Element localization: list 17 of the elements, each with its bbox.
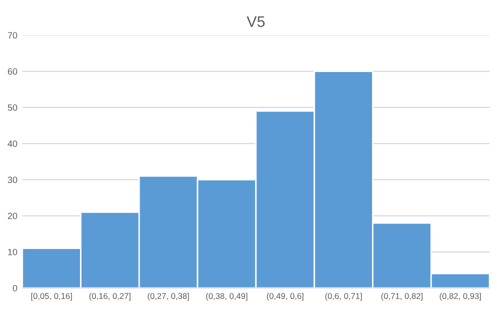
x-tick-label: (0,71, 0,82] <box>381 292 422 301</box>
x-tick-label: (0,49, 0,6] <box>266 292 304 301</box>
x-tick-label: [0,05, 0,16] <box>31 292 72 301</box>
y-tick-label: 30 <box>8 176 18 184</box>
x-tick-label: (0,27, 0,38] <box>148 292 189 301</box>
y-tick-label: 70 <box>8 32 18 39</box>
x-tick-label: (0,38, 0,49] <box>206 292 248 301</box>
y-tick-label: 50 <box>8 104 18 111</box>
x-tick-label: (0,6, 0,71] <box>325 292 362 301</box>
y-tick-label: 40 <box>8 140 18 147</box>
y-tick-label: 60 <box>8 68 18 75</box>
x-tick-label: (0,82, 0,93] <box>440 292 481 301</box>
y-tick-label: 20 <box>8 212 18 220</box>
y-tick-label: 10 <box>8 248 18 256</box>
y-tick-label: 0 <box>12 284 18 292</box>
x-tick-label: (0,16, 0,27] <box>89 292 130 301</box>
chart-title: V5 <box>246 16 265 28</box>
